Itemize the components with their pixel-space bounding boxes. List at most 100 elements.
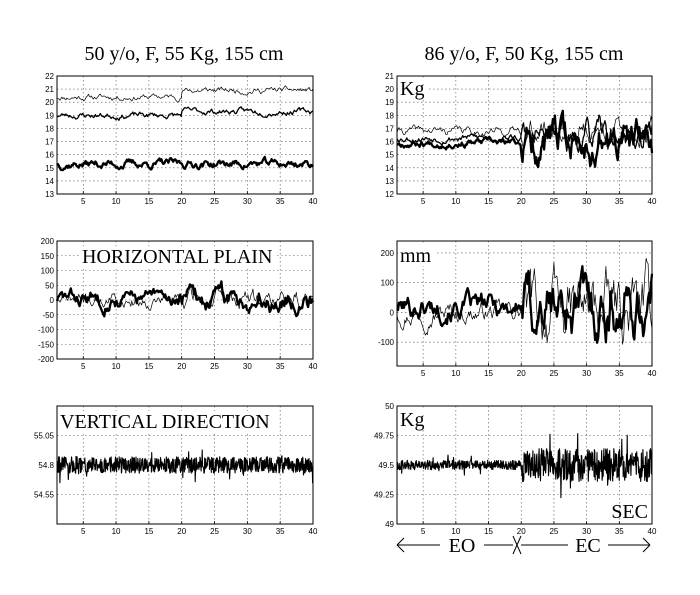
y-tick-label: 20 xyxy=(385,85,394,94)
y-tick-label: 49 xyxy=(385,520,394,529)
x-tick-label: 30 xyxy=(582,369,591,378)
x-tick-label: 10 xyxy=(112,527,121,536)
x-tick-label: 15 xyxy=(484,197,493,206)
y-tick-label: -100 xyxy=(38,326,55,335)
y-tick-label: 0 xyxy=(50,296,55,305)
phase-arrowhead-left xyxy=(396,537,405,553)
x-tick-label: 35 xyxy=(276,362,285,371)
x-tick-label: 40 xyxy=(648,527,657,536)
y-tick-label: 16 xyxy=(385,138,394,147)
y-tick-label: 50 xyxy=(385,402,394,411)
x-tick-label: 10 xyxy=(451,197,460,206)
y-tick-label: -50 xyxy=(42,311,54,320)
y-tick-label: 13 xyxy=(385,177,394,186)
panel-bottom-right: 5 10 15 20 25 30 35 40 49 49.25 49.5 49.75 50 Kg SEC xyxy=(374,402,657,536)
y-tick-label: 200 xyxy=(41,237,55,246)
right-column-title: 86 y/o, F, 50 Kg, 155 cm xyxy=(425,43,624,65)
x-tick-label: 35 xyxy=(276,197,285,206)
x-tick-label: 30 xyxy=(582,197,591,206)
x-tick-label: 20 xyxy=(517,369,526,378)
x-tick-label: 25 xyxy=(549,527,558,536)
series-line xyxy=(56,155,314,172)
x-tick-label: 20 xyxy=(517,197,526,206)
y-tick-label: 15 xyxy=(45,164,54,173)
y-tick-label: 54.55 xyxy=(34,491,55,500)
x-tick-label: 20 xyxy=(177,527,186,536)
series-line xyxy=(56,85,314,103)
y-tick-label: 22 xyxy=(45,72,54,81)
x-tick-label: 5 xyxy=(421,527,426,536)
y-tick-label: 0 xyxy=(390,308,395,317)
panel-label-background xyxy=(398,245,436,266)
x-tick-label: 25 xyxy=(210,362,219,371)
x-tick-label: 25 xyxy=(549,369,558,378)
x-tick-label: 40 xyxy=(309,197,318,206)
y-tick-label: 54.8 xyxy=(38,461,54,470)
panel-label-background xyxy=(58,411,274,432)
y-tick-label: 55.05 xyxy=(34,432,55,441)
x-tick-label: 5 xyxy=(81,527,86,536)
y-tick-label: 13 xyxy=(45,190,54,199)
y-tick-label: 18 xyxy=(45,124,54,133)
x-tick-label: 5 xyxy=(81,197,86,206)
y-tick-label: 200 xyxy=(381,249,395,258)
y-tick-label: 17 xyxy=(45,138,54,147)
y-tick-label: 49.25 xyxy=(374,491,395,500)
series-line xyxy=(56,449,314,484)
panel-top-left: 5 10 15 20 25 30 35 40 13 14 15 16 17 18 19 20 21 22 xyxy=(45,72,318,206)
left-column-title: 50 y/o, F, 55 Kg, 155 cm xyxy=(85,43,284,65)
x-tick-label: 40 xyxy=(648,197,657,206)
y-tick-label: -150 xyxy=(38,340,55,349)
panel-top-right: 5 10 15 20 25 30 35 40 12 13 14 15 16 17 18 19 20 21 Kg xyxy=(385,72,657,206)
x-tick-label: 25 xyxy=(210,197,219,206)
y-tick-label: -100 xyxy=(378,338,395,347)
x-tick-label: 15 xyxy=(484,369,493,378)
phase-label-eo: EO xyxy=(449,535,476,557)
y-tick-label: 14 xyxy=(385,164,394,173)
plot-frame xyxy=(396,405,653,525)
x-tick-label: 25 xyxy=(210,527,219,536)
series-line xyxy=(396,433,653,499)
x-tick-label: 5 xyxy=(421,369,426,378)
series-line xyxy=(396,109,654,169)
plot-frame xyxy=(56,75,314,195)
series-line xyxy=(396,265,654,344)
y-tick-label: 100 xyxy=(41,267,55,276)
x-tick-label: 30 xyxy=(243,197,252,206)
y-tick-label: 19 xyxy=(385,98,394,107)
series-line xyxy=(56,106,314,121)
panel-middle-right: 5 10 15 20 25 30 35 40 -100 0 100 200 mm xyxy=(378,240,657,378)
x-tick-label: 40 xyxy=(309,362,318,371)
x-tick-label: 10 xyxy=(451,369,460,378)
panel-label-background xyxy=(398,409,429,430)
y-tick-label: 17 xyxy=(385,124,394,133)
panel-label-background xyxy=(398,78,429,99)
x-tick-label: 35 xyxy=(276,527,285,536)
plot-frame xyxy=(396,75,653,195)
phase-label-ec: EC xyxy=(575,535,601,557)
x-tick-label: 15 xyxy=(144,197,153,206)
y-tick-label: 49.5 xyxy=(378,461,394,470)
phase-arrowhead-right xyxy=(642,537,651,553)
plot-frame xyxy=(56,240,314,360)
panel-label: mm xyxy=(400,245,432,267)
panel-label: HORIZONTAL PLAIN xyxy=(82,246,272,268)
x-tick-label: 35 xyxy=(615,197,624,206)
x-tick-label: 25 xyxy=(549,197,558,206)
y-tick-label: 21 xyxy=(45,85,54,94)
panel-label: Kg xyxy=(400,78,424,100)
y-tick-label: 14 xyxy=(45,177,54,186)
y-tick-label: 15 xyxy=(385,151,394,160)
plot-frame xyxy=(396,240,653,367)
x-tick-label: 20 xyxy=(177,362,186,371)
x-tick-label: 20 xyxy=(177,197,186,206)
x-axis-label: SEC xyxy=(611,501,648,523)
y-tick-label: 50 xyxy=(45,281,54,290)
plot-frame xyxy=(56,405,314,525)
series-line xyxy=(55,280,315,318)
panel-bottom-left: 5 10 15 20 25 30 35 40 54.55 54.8 55.05 VERTICAL DI… xyxy=(34,405,318,536)
y-tick-label: 20 xyxy=(45,98,54,107)
y-tick-label: 49.75 xyxy=(374,432,395,441)
y-tick-label: 19 xyxy=(45,111,54,120)
